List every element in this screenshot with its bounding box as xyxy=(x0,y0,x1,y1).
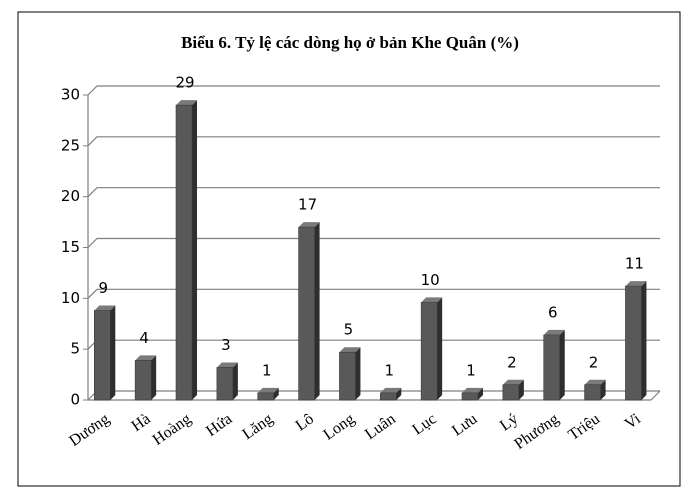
value-label: 9 xyxy=(99,279,109,297)
bar-side xyxy=(437,297,443,400)
y-tick-label: 10 xyxy=(61,289,80,307)
bar xyxy=(461,387,484,401)
bar xyxy=(420,297,443,401)
bar-side xyxy=(273,387,279,400)
bar-side xyxy=(396,387,402,400)
bar-front xyxy=(94,310,111,401)
bar-top xyxy=(421,297,443,303)
value-label: 2 xyxy=(589,353,599,371)
grid-line xyxy=(87,288,660,299)
bar xyxy=(298,222,320,401)
bar-side xyxy=(232,362,238,400)
bar-front xyxy=(420,302,438,401)
value-label: 17 xyxy=(298,196,317,214)
bar-front xyxy=(502,384,520,401)
bar-front xyxy=(339,351,356,401)
y-tick-label: 20 xyxy=(61,187,80,205)
bar xyxy=(625,281,647,401)
value-label: 1 xyxy=(466,361,476,379)
bar-side xyxy=(600,379,606,400)
chart-title: Biểu 6. Tỷ lệ các dòng họ ở bản Khe Quân… xyxy=(181,33,519,52)
bar-side xyxy=(110,305,116,400)
value-label: 29 xyxy=(175,74,194,92)
bar-top xyxy=(216,362,238,368)
bar xyxy=(584,379,606,401)
bar-side xyxy=(192,100,198,401)
bar-side xyxy=(151,355,157,400)
bar xyxy=(216,362,238,401)
y-tick-label: 25 xyxy=(61,136,80,154)
bar-top xyxy=(625,281,647,287)
value-label: 5 xyxy=(344,321,354,339)
bar-top xyxy=(339,347,361,353)
grid-line xyxy=(87,85,660,96)
bar-side xyxy=(355,347,361,400)
bar-front xyxy=(379,392,397,401)
bar xyxy=(175,100,198,401)
bar xyxy=(379,387,402,401)
grid-line xyxy=(87,237,660,248)
grid-line xyxy=(87,187,660,198)
bar-top xyxy=(135,355,157,361)
value-label: 11 xyxy=(625,255,644,273)
bar-front xyxy=(461,392,479,401)
bar-front xyxy=(216,367,234,401)
bar-front xyxy=(175,104,193,401)
y-tick-label: 15 xyxy=(61,238,80,256)
y-tick-label: 30 xyxy=(61,86,80,104)
bar-top xyxy=(176,100,198,106)
bar-top xyxy=(502,379,524,385)
bar-front xyxy=(257,392,275,401)
bar-side xyxy=(518,379,524,400)
floor-edge xyxy=(650,390,661,401)
y-tick-label: 5 xyxy=(70,340,80,358)
bar-top xyxy=(257,387,279,393)
bar-front xyxy=(625,285,642,401)
y-tick-label: 0 xyxy=(70,391,80,409)
bar-side xyxy=(641,281,647,400)
bar-front xyxy=(298,226,315,401)
bar xyxy=(94,305,116,401)
bar xyxy=(257,387,279,401)
bar-top xyxy=(462,387,484,393)
bar-top xyxy=(94,305,116,311)
value-label: 6 xyxy=(548,303,558,321)
bar xyxy=(543,329,565,401)
bar-top xyxy=(584,379,606,385)
bar xyxy=(134,355,157,401)
value-label: 1 xyxy=(262,361,272,379)
bar-side xyxy=(314,222,320,400)
bar-side xyxy=(559,329,565,400)
value-label: 4 xyxy=(139,329,149,347)
value-label: 2 xyxy=(507,353,517,371)
chart-border xyxy=(17,11,681,487)
bar-top xyxy=(298,222,320,228)
bar-top xyxy=(380,387,402,393)
bar-front xyxy=(584,384,601,401)
value-label: 10 xyxy=(421,271,440,289)
value-label: 1 xyxy=(385,361,395,379)
bar xyxy=(339,347,361,401)
value-label: 3 xyxy=(221,336,231,354)
grid-line xyxy=(87,136,660,147)
bar-front xyxy=(543,334,561,401)
bar-top xyxy=(543,329,565,335)
bar-front xyxy=(134,360,152,401)
bar xyxy=(502,379,524,401)
bar-side xyxy=(478,387,484,400)
